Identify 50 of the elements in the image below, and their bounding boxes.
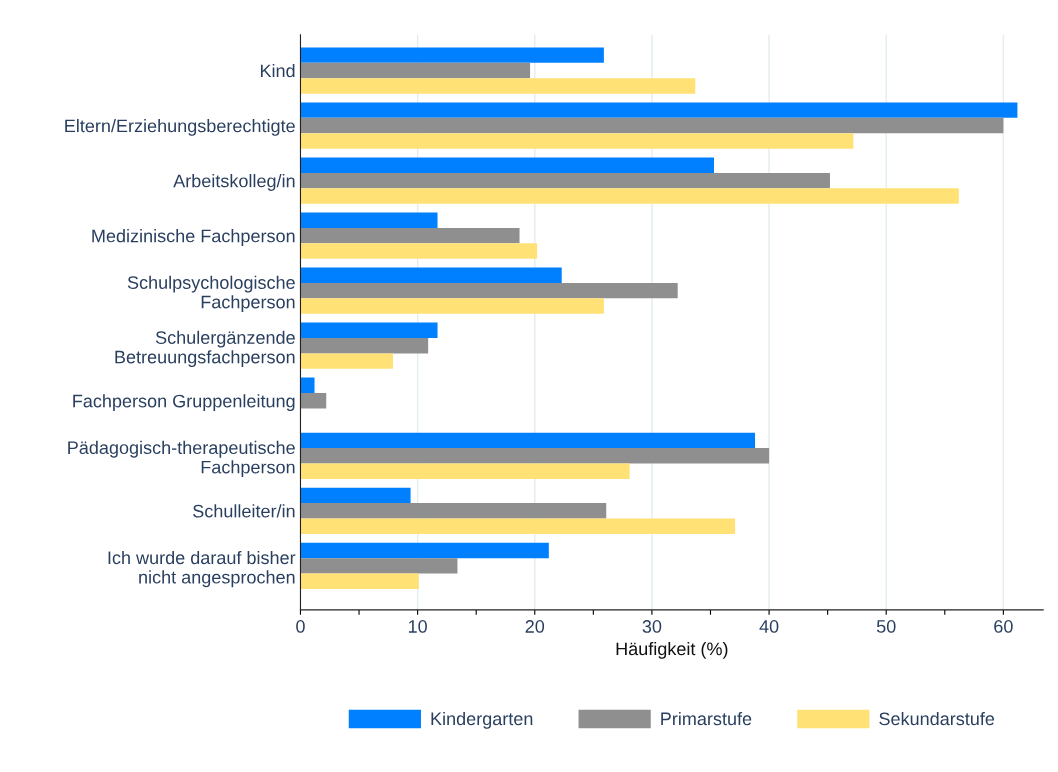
bar [300,298,604,314]
x-tick-label: 10 [408,620,427,633]
y-tick-label: Schulergänzende Betreuungsfachperson [115,330,295,368]
y-tick-label: Kind [260,63,295,78]
bar [300,212,438,228]
y-tick-label: Eltern/Erziehungsberechtigte [65,119,295,136]
bar [300,267,562,283]
bar [300,503,607,519]
x-tick-label: 40 [759,620,779,633]
bar [300,102,1018,118]
y-tick-label: Medizinische Fachperson [92,229,295,246]
bar [300,393,327,409]
bar [300,117,1004,134]
bar [300,463,630,479]
bar [300,188,959,204]
legend-label: Kindergarten [431,711,533,729]
y-tick-label: Schulpsychologische Fachperson [127,275,295,312]
y-tick-label: Pädagogisch-therapeutische Fachperson [68,440,295,478]
bar [300,573,419,589]
bar [300,133,854,149]
x-axis-title: Häufigkeit (%) [616,641,728,659]
x-tick-label: 20 [525,620,545,633]
y-tick-label: Ich wurde darauf bisher nicht angesprochen [108,550,296,588]
bar [300,243,538,259]
bar [300,172,830,189]
bar [300,377,315,394]
bar [300,448,770,464]
bar [300,47,604,63]
x-tick-label: 50 [876,620,896,633]
bar [300,487,411,504]
legend-label: Primarstufe [661,711,752,726]
bar [300,542,549,559]
bar [300,282,678,299]
x-tick-label: 0 [296,620,305,633]
legend-label: Sekundarstufe [879,711,995,726]
x-tick-label: 30 [642,620,662,633]
bar [300,518,736,534]
y-tick-label: Fachperson Gruppenleitung [73,394,295,412]
bar [300,432,755,449]
bar [300,62,531,79]
bar [300,558,458,574]
bar [300,322,438,338]
y-tick-label: Arbeitskolleg/in [173,174,295,191]
bar [300,353,394,369]
bar [300,338,429,354]
y-tick-label: Schulleiter/in [193,504,295,518]
bar [300,78,696,94]
bar [300,157,714,173]
x-tick-label: 60 [994,620,1013,633]
bar [300,227,520,244]
